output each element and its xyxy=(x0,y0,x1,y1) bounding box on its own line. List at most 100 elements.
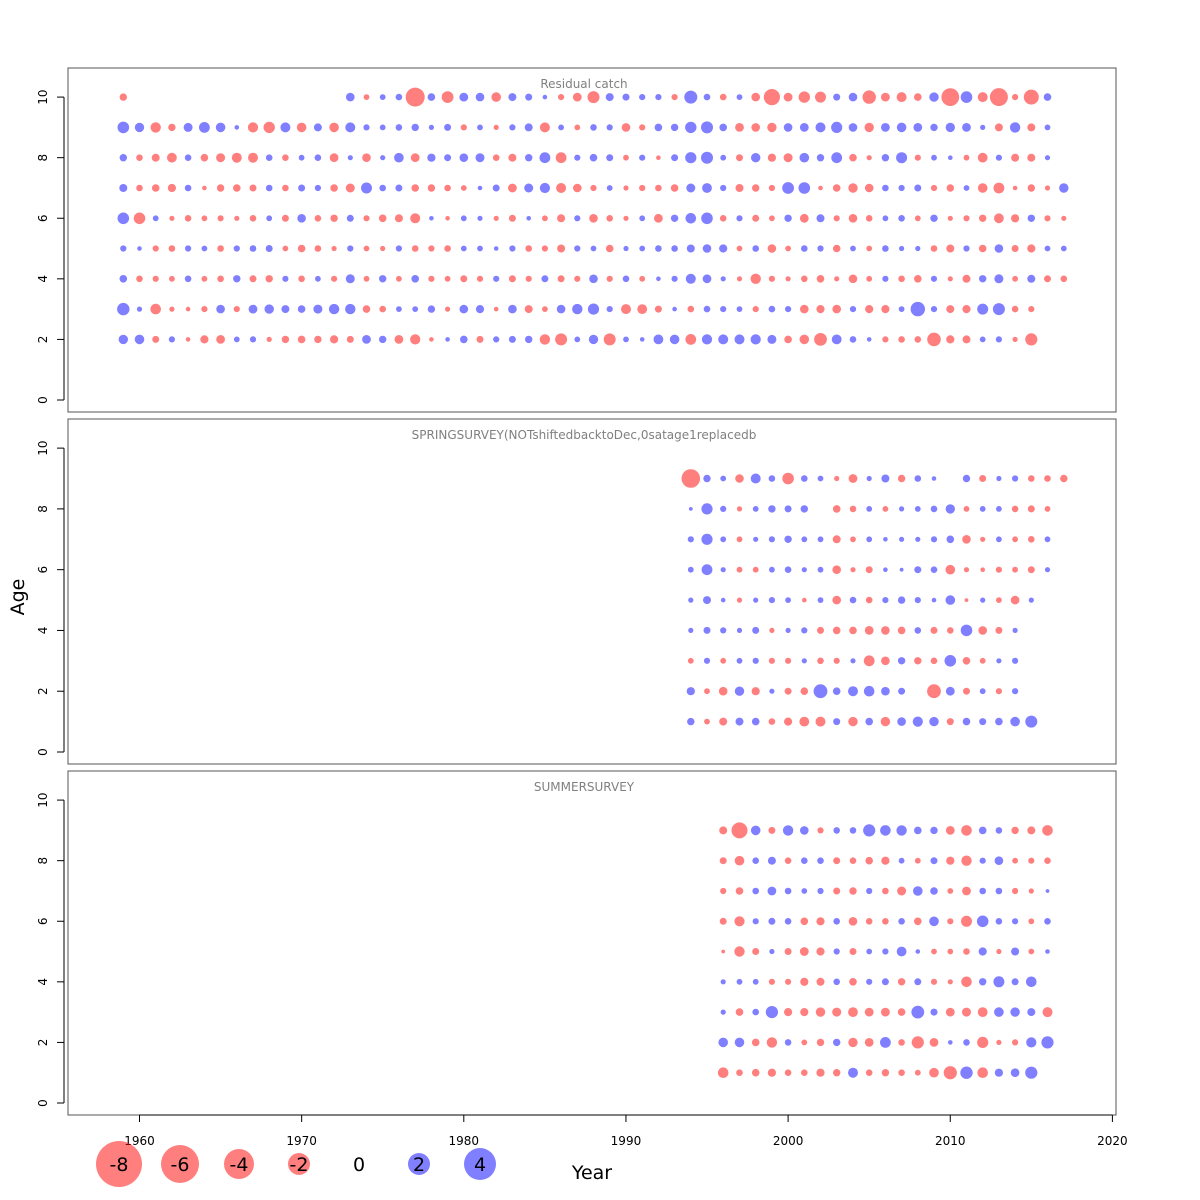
residual-bubble xyxy=(783,92,793,102)
residual-bubble xyxy=(428,275,435,282)
residual-bubble xyxy=(330,335,339,344)
residual-bubble xyxy=(215,122,226,133)
residual-bubble xyxy=(833,978,840,986)
residual-bubble xyxy=(345,183,355,193)
x-tick-label: 1980 xyxy=(449,1134,480,1148)
residual-bubble xyxy=(911,1036,924,1049)
residual-bubble xyxy=(508,335,516,343)
residual-bubble xyxy=(445,216,450,221)
residual-bubble xyxy=(865,215,873,222)
residual-bubble xyxy=(542,306,548,312)
residual-bubble xyxy=(379,94,386,100)
residual-bubble xyxy=(475,153,485,163)
residual-bubble xyxy=(848,274,858,284)
residual-bubble xyxy=(817,827,824,834)
residual-bubble xyxy=(815,716,826,727)
residual-bubble xyxy=(946,184,954,192)
residual-bubble xyxy=(833,948,840,955)
residual-bubble xyxy=(152,245,159,252)
residual-bubble xyxy=(1010,1068,1020,1077)
residual-bubble xyxy=(962,717,971,726)
residual-bubble xyxy=(687,305,695,313)
residual-bubble xyxy=(801,1039,808,1046)
residual-bubble xyxy=(930,214,938,222)
residual-bubble xyxy=(687,536,694,543)
residual-bubble xyxy=(1044,245,1051,252)
residual-bubble xyxy=(849,887,857,895)
residual-bubble xyxy=(785,245,791,252)
residual-bubble xyxy=(168,336,175,343)
residual-bubble xyxy=(979,214,987,222)
residual-bubble xyxy=(994,244,1004,253)
residual-bubble xyxy=(768,917,776,925)
x-tick-label: 1990 xyxy=(611,1134,642,1148)
residual-bubble xyxy=(898,306,905,312)
residual-bubble xyxy=(1044,567,1051,573)
residual-bubble xyxy=(313,304,323,314)
residual-bubble xyxy=(558,124,564,131)
residual-bubble xyxy=(395,184,403,192)
residual-bubble xyxy=(719,123,727,132)
residual-bubble xyxy=(753,597,759,603)
residual-bubble xyxy=(930,566,938,573)
residual-bubble xyxy=(1027,184,1036,192)
residual-bubble xyxy=(184,215,192,222)
residual-bubble xyxy=(574,215,581,222)
residual-bubble xyxy=(929,92,939,102)
residual-bubble xyxy=(816,1038,825,1047)
residual-bubble xyxy=(429,337,434,342)
residual-bubble xyxy=(508,275,516,283)
residual-bubble xyxy=(816,917,825,926)
residual-bubble xyxy=(1060,245,1067,252)
residual-bubble xyxy=(947,888,954,894)
residual-bubble xyxy=(736,94,743,100)
residual-bubble xyxy=(849,336,857,343)
residual-bubble xyxy=(960,624,973,637)
residual-bubble xyxy=(947,627,954,634)
residual-bubble xyxy=(574,336,581,343)
residual-bubble xyxy=(687,717,695,726)
residual-bubble xyxy=(493,215,499,221)
residual-bubble xyxy=(782,825,794,836)
residual-bubble xyxy=(752,857,759,864)
residual-bubble xyxy=(672,306,677,312)
residual-bubble xyxy=(799,716,810,727)
residual-bubble xyxy=(849,505,857,513)
residual-bubble xyxy=(897,1008,906,1016)
residual-bubble xyxy=(946,305,955,314)
residual-bubble xyxy=(1025,333,1038,346)
residual-bubble xyxy=(930,184,938,192)
residual-bubble xyxy=(216,304,225,314)
residual-bubble xyxy=(655,94,662,101)
residual-bubble xyxy=(785,306,792,313)
residual-bubble xyxy=(897,717,906,726)
residual-bubble xyxy=(476,275,484,282)
residual-bubble xyxy=(961,976,972,988)
residual-bubble xyxy=(1027,153,1036,162)
residual-bubble xyxy=(833,857,841,865)
residual-bubble xyxy=(784,214,792,222)
residual-bubble xyxy=(1027,244,1036,253)
residual-bubble xyxy=(263,121,275,134)
residual-bubble xyxy=(930,626,938,634)
residual-bubble xyxy=(704,718,710,725)
residual-bubble xyxy=(862,90,876,104)
residual-bubble xyxy=(718,686,728,696)
legend-label: -6 xyxy=(171,1154,190,1176)
legend-label: 4 xyxy=(474,1154,486,1176)
residual-bubble xyxy=(428,245,435,252)
residual-bubble xyxy=(980,536,986,542)
residual-bubble xyxy=(541,275,549,283)
residual-bubble xyxy=(898,1069,905,1076)
panel-title: Residual catch xyxy=(540,77,627,91)
residual-bubble xyxy=(947,948,954,955)
residual-bubble xyxy=(930,275,938,282)
residual-bubble xyxy=(800,687,809,695)
residual-bubble xyxy=(639,94,646,101)
residual-bubble xyxy=(492,184,500,192)
residual-bubble xyxy=(914,184,922,192)
residual-bubble xyxy=(719,917,727,925)
residual-bubble xyxy=(702,244,712,253)
residual-bubble xyxy=(883,567,888,572)
residual-bubble xyxy=(769,688,775,694)
